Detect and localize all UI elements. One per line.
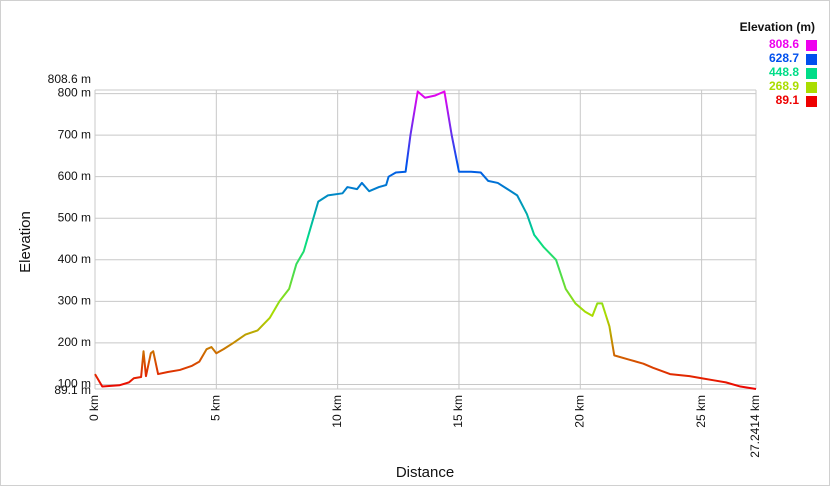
x-tick-label: 10 km [330, 395, 344, 428]
x-tick-label: 15 km [451, 395, 465, 428]
legend-label: 808.6 [769, 37, 799, 51]
x-axis-label: Distance [396, 464, 454, 481]
y-tick-label: 89.1 m [54, 383, 91, 397]
y-tick-label: 300 m [58, 294, 91, 308]
legend-swatch [806, 40, 817, 51]
y-tick-label: 700 m [58, 127, 91, 141]
y-tick-label: 808.6 m [48, 72, 91, 86]
y-tick-label: 600 m [58, 169, 91, 183]
y-tick-label: 400 m [58, 252, 91, 266]
y-tick-label: 200 m [58, 335, 91, 349]
legend-swatch [806, 82, 817, 93]
legend-swatch [806, 68, 817, 79]
x-tick-label: 0 km [87, 395, 101, 421]
y-axis-label: Elevation [17, 211, 34, 273]
x-tick-label: 27.2414 km [748, 395, 762, 458]
y-tick-label: 500 m [58, 210, 91, 224]
x-tick-label: 5 km [208, 395, 222, 421]
elevation-line [94, 90, 757, 390]
legend-swatch [806, 54, 817, 65]
y-tick-label: 800 m [58, 86, 91, 100]
legend-swatch [806, 96, 817, 107]
legend-label: 628.7 [769, 51, 799, 65]
legend-label: 89.1 [776, 93, 800, 107]
x-tick-label: 20 km [572, 395, 586, 428]
x-tick-label: 25 km [694, 395, 708, 428]
legend-label: 448.8 [769, 65, 799, 79]
y-tick-label: 100 m [58, 377, 91, 391]
legend-label: 268.9 [769, 79, 799, 93]
legend-title: Elevation (m) [740, 20, 815, 34]
